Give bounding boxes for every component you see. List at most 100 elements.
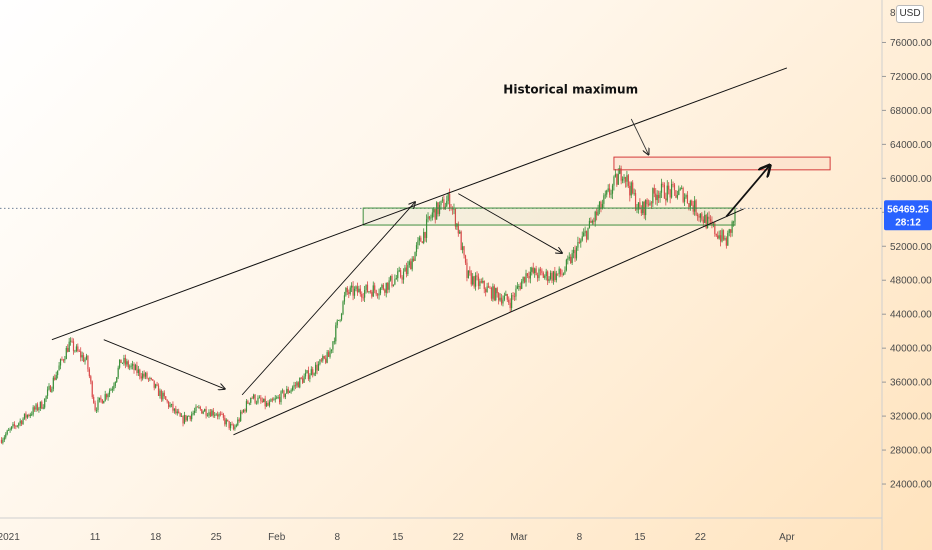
candle-body: [91, 381, 93, 397]
candle-body: [327, 352, 330, 357]
candle-body: [369, 291, 371, 293]
candle-body: [139, 369, 141, 377]
time-tick-label: Apr: [779, 532, 795, 543]
candle-body: [418, 237, 420, 241]
candle-body: [234, 426, 236, 430]
candle-body: [348, 292, 350, 294]
candle-body: [531, 267, 533, 272]
candle-body: [609, 188, 611, 195]
candle-body: [2, 439, 4, 443]
candle-body: [189, 415, 191, 420]
candle-body: [260, 397, 262, 401]
candle-body: [74, 350, 76, 352]
candle-body: [5, 434, 7, 438]
resistance-zone[interactable]: [613, 156, 831, 171]
candle-body: [580, 240, 582, 243]
trend-arrow[interactable]: [103, 339, 225, 389]
candle-body: [172, 403, 174, 411]
candle-body: [163, 392, 165, 397]
projection-arrow[interactable]: [725, 166, 769, 218]
candle-body: [277, 396, 279, 398]
candle-body: [309, 375, 311, 380]
candle-body: [604, 194, 606, 196]
candle-body: [421, 241, 423, 244]
candle-body: [339, 319, 341, 321]
candle-body: [634, 193, 637, 210]
candle-body: [237, 419, 239, 426]
historical-maximum-label: Historical maximum: [503, 82, 638, 96]
candle-body: [61, 359, 63, 360]
candle-body: [489, 287, 491, 289]
candle-body: [508, 299, 510, 303]
candle-body: [162, 392, 164, 400]
candle-body: [263, 398, 265, 402]
candle-body: [460, 231, 462, 250]
candle-body: [111, 389, 114, 391]
candle-body: [597, 209, 599, 216]
candle-body: [394, 279, 396, 285]
candle-body: [205, 409, 207, 416]
candle-body: [633, 193, 635, 194]
price-tick-label: 44000.00: [890, 310, 932, 321]
candle-body: [250, 397, 252, 403]
candle-body: [384, 289, 386, 293]
candle-body: [571, 253, 573, 263]
candle-body: [9, 428, 11, 431]
candle-body: [48, 385, 50, 390]
candle-body: [186, 416, 188, 421]
candle-body: [601, 203, 604, 209]
candle-body: [485, 289, 487, 293]
candle-body: [276, 397, 278, 399]
candle-body: [578, 242, 580, 243]
support-zone[interactable]: [362, 207, 736, 226]
candle-body: [127, 361, 129, 368]
last-price-badge: [884, 200, 932, 231]
candle-body: [371, 291, 373, 297]
candle-body: [549, 272, 552, 279]
candle-body: [506, 294, 508, 300]
candle-body: [672, 184, 674, 185]
candle-body: [719, 235, 722, 242]
channel-lower-line[interactable]: [233, 208, 744, 436]
candle-body: [359, 288, 361, 295]
candle-body: [596, 211, 598, 216]
candle-body: [490, 287, 493, 299]
candle-body: [382, 284, 384, 290]
candle-body: [620, 168, 622, 181]
candle-body: [340, 313, 343, 320]
candle-body: [130, 365, 132, 367]
candle-body: [75, 346, 77, 351]
candle-body: [45, 395, 47, 399]
channel-upper-line[interactable]: [51, 67, 788, 341]
candle-body: [453, 209, 455, 210]
trend-arrow[interactable]: [458, 193, 562, 253]
candle-body: [632, 182, 634, 194]
candle-body: [103, 400, 105, 404]
candle-body: [98, 397, 101, 400]
candle-body: [560, 268, 562, 275]
candle-body: [562, 273, 565, 276]
candle-body: [67, 347, 69, 352]
candle-body: [496, 288, 498, 294]
candle-body: [240, 411, 242, 421]
candle-body: [217, 414, 219, 417]
candle-body: [709, 218, 712, 221]
candle-body: [665, 198, 667, 201]
currency-label[interactable]: USD: [896, 5, 924, 23]
candle-body: [673, 184, 676, 191]
candle-body: [482, 280, 484, 283]
candle-body: [333, 341, 335, 343]
candle-body: [78, 350, 80, 352]
candle-body: [454, 209, 457, 227]
candle-body: [702, 219, 704, 223]
candle-body: [470, 272, 472, 285]
candle-body: [557, 273, 559, 275]
price-tick-label: 40000.00: [890, 344, 932, 355]
trend-arrow[interactable]: [241, 202, 415, 396]
candle-body: [391, 275, 393, 286]
candle-body: [397, 271, 399, 279]
candle-body: [647, 204, 650, 206]
candle-body: [646, 199, 648, 205]
